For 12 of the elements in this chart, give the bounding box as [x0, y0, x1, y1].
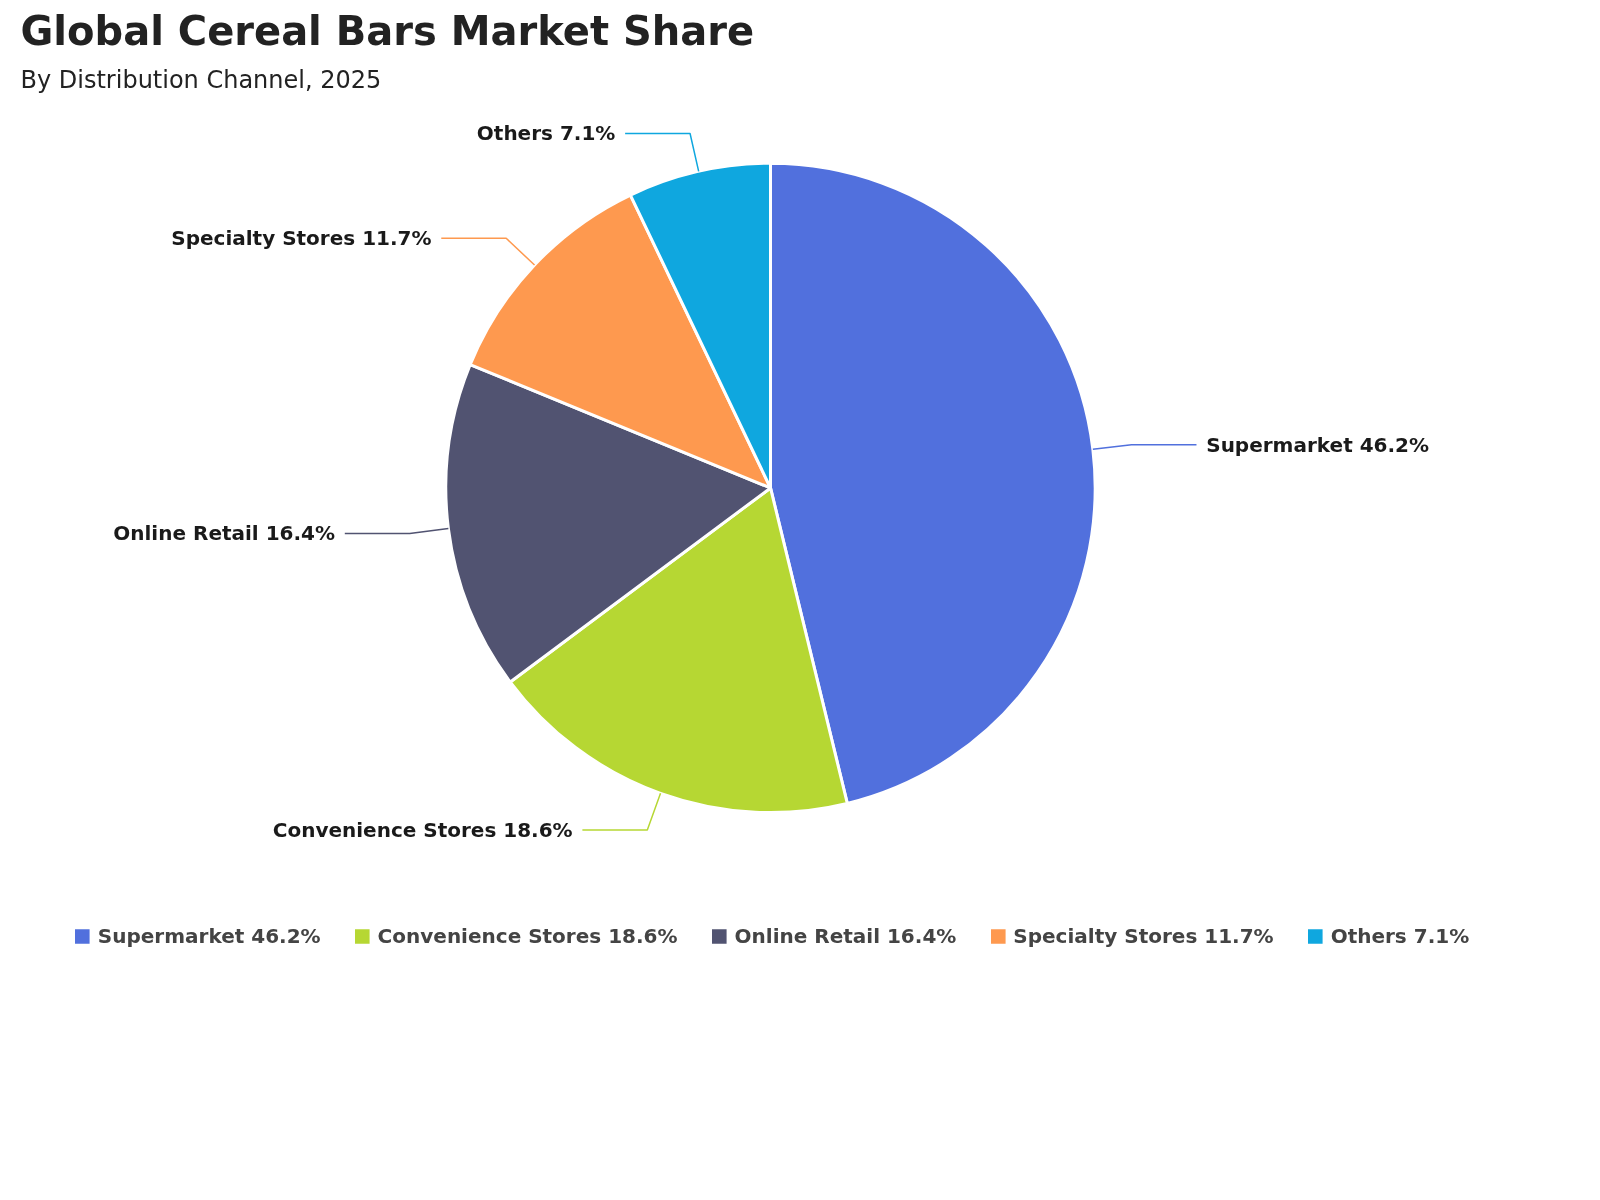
legend-label: Others 7.1% — [1330, 924, 1470, 948]
legend-label: Supermarket 46.2% — [97, 924, 321, 948]
slice-label: Others 7.1% — [476, 121, 616, 146]
slice-label: Supermarket 46.2% — [1206, 432, 1430, 457]
slice-label: Online Retail 16.4% — [113, 521, 336, 546]
chart-subtitle: By Distribution Channel, 2025 — [20, 65, 382, 94]
legend-label: Convenience Stores 18.6% — [377, 924, 678, 948]
slice-label: Specialty Stores 11.7% — [171, 226, 432, 251]
legend-label: Online Retail 16.4% — [734, 924, 957, 948]
chart-title: Global Cereal Bars Market Share — [20, 7, 755, 54]
slice-label: Convenience Stores 18.6% — [272, 817, 573, 842]
legend-label: Specialty Stores 11.7% — [1013, 924, 1274, 948]
